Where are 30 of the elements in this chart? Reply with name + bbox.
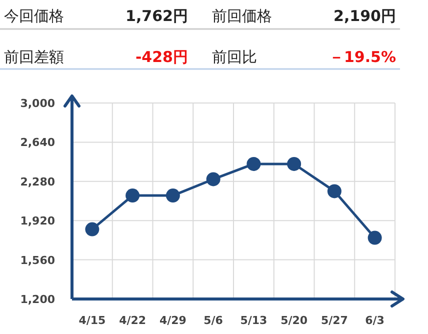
text: 今回価格 — [4, 7, 64, 25]
text: 前回価格 — [212, 7, 272, 25]
text: －19.5% — [328, 48, 396, 66]
text: 2,190円 — [334, 7, 396, 25]
x-tick-label: 5/27 — [320, 314, 348, 327]
x-tick-label: 6/3 — [365, 314, 384, 327]
y-tick-label: 2,280 — [20, 175, 56, 188]
point — [246, 156, 261, 171]
x-tick-label: 4/22 — [119, 314, 146, 327]
y-tick-label: 1,560 — [20, 254, 56, 267]
point — [287, 156, 302, 171]
point — [327, 184, 342, 198]
x-tick-label: 5/6 — [204, 314, 224, 327]
text: -428円 — [135, 48, 188, 66]
text: 前回差額 — [4, 48, 64, 66]
text: 1,762円 — [126, 7, 188, 25]
y-tick-label: 3,000 — [20, 97, 56, 110]
point — [85, 222, 100, 236]
y-tick-label: 1,200 — [20, 293, 56, 306]
text: 前回比 — [212, 48, 257, 66]
y-tick-label: 1,920 — [20, 214, 56, 228]
point — [166, 188, 180, 203]
x-tick-label: 5/13 — [240, 314, 268, 327]
point — [368, 230, 382, 245]
x-tick-label: 4/29 — [159, 314, 186, 327]
point — [126, 188, 140, 203]
x-tick-label: 4/15 — [78, 314, 106, 327]
x-tick-label: 5/20 — [280, 314, 308, 327]
point — [206, 172, 220, 186]
y-tick-label: 2,640 — [20, 136, 56, 150]
